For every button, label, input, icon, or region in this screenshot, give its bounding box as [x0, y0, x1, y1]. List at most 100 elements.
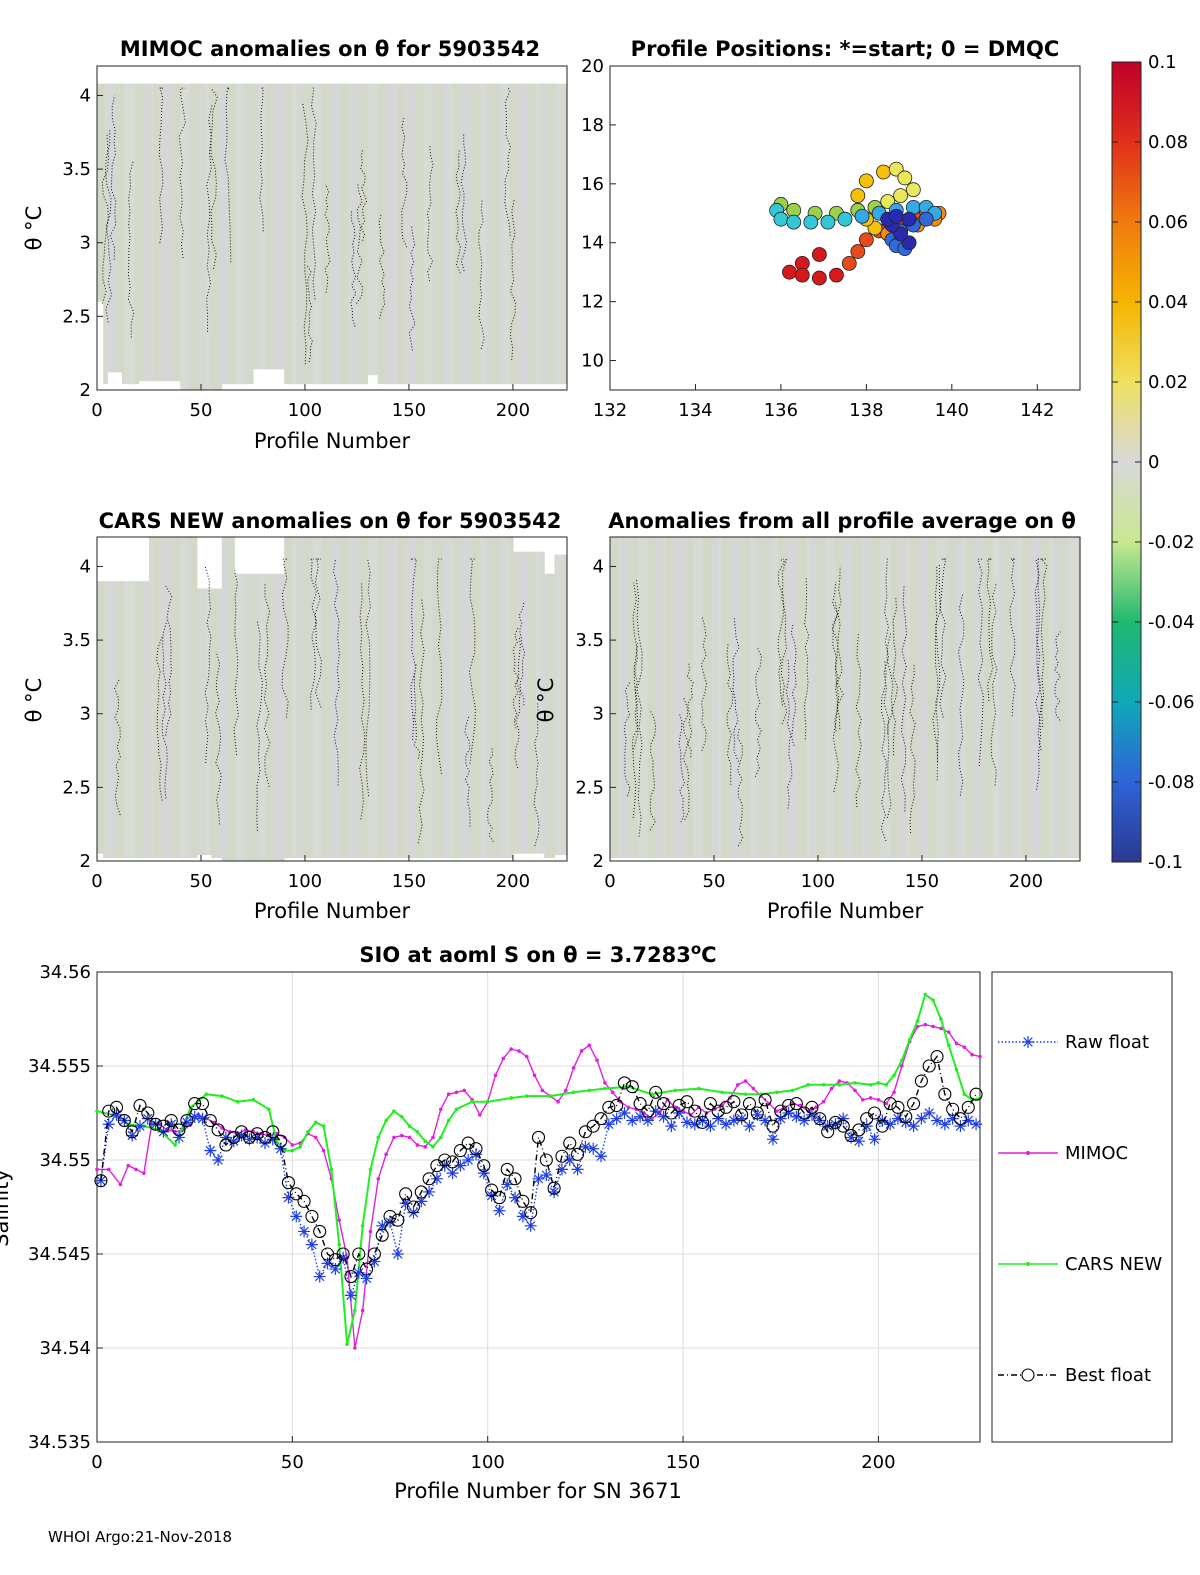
- cars-cell: [140, 581, 144, 859]
- mimoc-cell: [460, 83, 464, 385]
- raw-float-point: [782, 1107, 795, 1119]
- cars-new-point: [345, 1342, 349, 1347]
- allavg-contour: [780, 558, 788, 725]
- cars-new-point: [790, 1088, 795, 1093]
- best-float-point: [711, 1104, 725, 1118]
- cars-new-point: [392, 1109, 396, 1113]
- allavg-cell: [661, 537, 665, 859]
- mimoc-cell: [352, 83, 356, 385]
- mimoc-cell: [236, 83, 240, 385]
- allavg-cell: [822, 537, 825, 859]
- series-line-cars-new: [96, 992, 981, 1345]
- mimoc-cell: [554, 83, 558, 385]
- raw-float-point: [368, 1255, 381, 1268]
- cars-cell: [400, 537, 404, 859]
- salinity-ytick-label: 34.555: [28, 1056, 91, 1077]
- mimoc-cell: [483, 83, 487, 385]
- cars-cell: [304, 537, 308, 859]
- cars-cell: [467, 537, 470, 859]
- position-marker: [811, 270, 827, 286]
- allavg-cell: [921, 537, 925, 859]
- cars-cell: [188, 537, 192, 859]
- allavg-cell: [867, 537, 871, 859]
- mimoc-cell: [134, 83, 138, 385]
- cars-new-point: [321, 1124, 326, 1128]
- cars-cell: [500, 537, 504, 859]
- mimoc-cell: [153, 83, 156, 382]
- cars-cell: [398, 537, 402, 859]
- mimoc-point: [954, 1041, 959, 1046]
- cars-cell: [244, 573, 248, 861]
- allavg-cell: [732, 537, 736, 859]
- allavg-cell: [872, 537, 875, 859]
- cars-cell: [523, 551, 527, 854]
- best-float-point: [656, 1097, 671, 1111]
- cars-cell: [194, 537, 198, 859]
- mimoc-cell: [471, 83, 475, 385]
- best-float-point: [633, 1097, 647, 1111]
- best-float-point: [547, 1181, 561, 1195]
- cars-cell: [329, 537, 333, 859]
- cars-axes: 0 50 100 150 200 2 2.5 3 3.5 4: [62, 536, 568, 892]
- mimoc-cell: [502, 83, 506, 385]
- cars-cell: [298, 537, 302, 859]
- mimoc-cell: [273, 83, 277, 370]
- allavg-cell: [917, 537, 921, 859]
- raw-float-point: [321, 1257, 334, 1270]
- cars-new-point: [743, 1092, 748, 1096]
- cars-cell: [354, 537, 358, 859]
- position-marker: [850, 244, 866, 259]
- positions-axes: 132 134 136 138 140 142 10 12 14 16 18 20: [581, 56, 1081, 421]
- allavg-contour: [832, 601, 840, 793]
- mimoc-cell: [157, 83, 160, 382]
- cars-cell: [153, 537, 156, 859]
- mimoc-xtick-label: 0: [91, 400, 102, 421]
- allavg-cell: [730, 537, 734, 859]
- mimoc-point: [556, 1099, 560, 1104]
- mimoc-point: [939, 1026, 943, 1031]
- best-float-point: [680, 1095, 694, 1109]
- allavg-cell: [1038, 537, 1042, 859]
- mimoc-cell: [446, 83, 450, 385]
- best-float-point: [594, 1112, 608, 1126]
- cars-cell: [533, 551, 537, 854]
- raw-float-point: [110, 1108, 123, 1121]
- raw-float-point: [657, 1110, 670, 1123]
- allavg-ylabel: θ °C: [534, 678, 558, 723]
- cars-cell: [275, 573, 279, 861]
- mimoc-cell: [223, 83, 227, 385]
- best-float-point: [117, 1113, 131, 1128]
- allavg-cell: [861, 537, 865, 859]
- cars-cell: [544, 573, 547, 859]
- cars-cell: [483, 537, 487, 859]
- mimoc-point: [392, 1135, 396, 1140]
- cars-cell: [479, 537, 483, 859]
- cars-heatmap: [97, 537, 568, 861]
- cars-cell: [406, 537, 410, 859]
- best-float-point: [141, 1106, 155, 1120]
- cars-cell: [421, 537, 425, 859]
- allavg-cell: [759, 537, 763, 859]
- best-float-point: [664, 1106, 678, 1120]
- allavg-xlabel: Profile Number: [767, 899, 924, 923]
- raw-float-point: [813, 1114, 826, 1127]
- mimoc-contour: [455, 149, 462, 274]
- cars-contour: [518, 600, 526, 706]
- mimoc-cell: [332, 83, 335, 385]
- mimoc-cell: [282, 83, 285, 370]
- allavg-contour: [934, 563, 942, 781]
- salinity-xtick-label: 200: [861, 1452, 895, 1473]
- cars-cell: [359, 537, 362, 859]
- mimoc-cell: [548, 83, 551, 385]
- mimoc-point: [446, 1092, 451, 1096]
- cars-cell: [386, 537, 389, 859]
- colorbar-tick-label: 0.1: [1148, 52, 1177, 73]
- cars-cell: [373, 537, 377, 859]
- mimoc-point: [353, 1346, 357, 1350]
- cars-cell: [377, 537, 381, 859]
- mimoc-contour: [324, 183, 331, 293]
- mimoc-point: [501, 1056, 506, 1061]
- salinity-xtick-label: 50: [281, 1452, 304, 1473]
- cars-cell: [537, 551, 541, 854]
- mimoc-point: [603, 1081, 607, 1085]
